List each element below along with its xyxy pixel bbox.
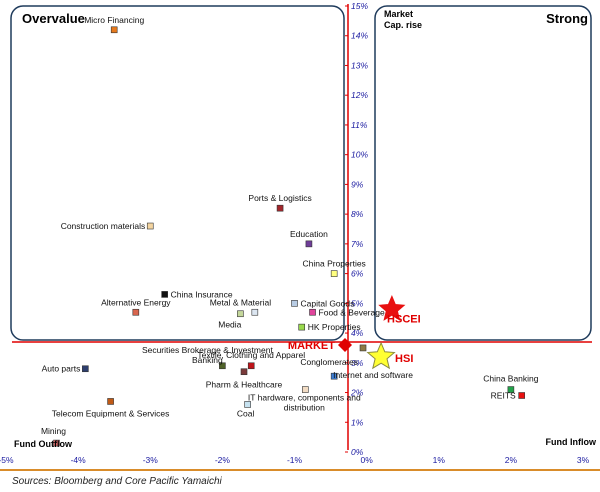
- data-point-marker: [298, 323, 306, 331]
- data-point-label: Mining: [41, 426, 66, 436]
- x-tick-label: -1%: [287, 455, 303, 465]
- y-tick-label: 15%: [351, 1, 368, 11]
- x-tick-label: -2%: [215, 455, 231, 465]
- y-tick-label: 9%: [351, 179, 364, 189]
- data-point-label: Alternative Energy: [101, 297, 171, 307]
- data-point-marker: [276, 204, 284, 212]
- data-point-label: Pharm & Healthcare: [206, 380, 283, 390]
- y-axis-ticks: 0% 1% 2% 3% 4% 5% 6% 7% 8% 9% 10% 11% 12% 13% 14% 15%: [345, 1, 368, 457]
- points-layer: [53, 26, 525, 447]
- data-point-marker: [291, 300, 298, 307]
- data-point-marker: [251, 308, 259, 316]
- data-point-marker: [53, 439, 60, 447]
- y-tick-label: 2%: [350, 388, 364, 398]
- overvalue-quadrant-box: [10, 5, 345, 341]
- data-point-label: China Properties: [303, 259, 366, 269]
- data-point-label: Capital Goods: [301, 298, 355, 308]
- data-point-label: HK Properties: [308, 322, 361, 332]
- data-point-label: Textile, Clothing and Apparel: [197, 350, 305, 360]
- fund-outflow-label: Fund Outflow: [14, 439, 73, 449]
- data-point-marker: [82, 365, 89, 373]
- x-tick-label: 1%: [433, 455, 446, 465]
- data-point-label: Media: [218, 319, 241, 329]
- data-point-label: Securities Brokerage & Investment Banking: [142, 345, 274, 365]
- y-tick-label: 12%: [351, 90, 368, 100]
- x-tick-label: -4%: [71, 455, 87, 465]
- overvalue-label: Overvalue: [22, 11, 85, 26]
- x-axis-ticks: -5% -4% -3% -2% -1% 0% 1% 2% 3%: [0, 455, 590, 465]
- labels-layer: Micro Financing Ports & Logistics Construc…: [41, 15, 539, 436]
- data-point-marker: [240, 368, 248, 376]
- data-point-marker: [237, 310, 244, 318]
- data-point-label: Telecom Equipment & Services: [52, 408, 170, 418]
- y-tick-label: 1%: [351, 417, 364, 427]
- y-tick-label: 11%: [351, 120, 368, 130]
- y-tick-label: 13%: [351, 60, 368, 70]
- data-point-label: Coal: [237, 408, 255, 418]
- strong-quadrant-box: [374, 5, 592, 341]
- index-star-marker: [378, 295, 406, 321]
- data-point-marker: [518, 392, 525, 399]
- x-tick-label: -5%: [0, 455, 14, 465]
- source-note: Sources: Bloomberg and Core Pacific Yama…: [12, 476, 222, 487]
- data-point-label: Education: [290, 229, 328, 239]
- data-point-marker: [330, 372, 338, 380]
- y-tick-label: 0%: [351, 447, 364, 457]
- market-marker: [337, 337, 352, 352]
- data-point-marker: [107, 398, 114, 405]
- index-label: HSI: [395, 353, 413, 365]
- data-point-marker: [219, 362, 226, 370]
- data-point-label: Auto parts: [42, 364, 81, 374]
- data-point-marker: [305, 240, 313, 248]
- data-point-marker: [161, 291, 168, 298]
- fund-inflow-label: Fund Inflow: [546, 437, 597, 447]
- data-point-marker: [359, 344, 367, 352]
- data-point-marker: [146, 222, 154, 230]
- market-cap-rise-label: Market Cap. rise: [384, 9, 422, 30]
- data-point-label: China Insurance: [171, 289, 233, 299]
- data-point-marker: [247, 362, 255, 370]
- x-tick-label: 0%: [360, 455, 373, 465]
- data-point-label: Micro Financing: [84, 15, 144, 25]
- data-point-marker: [302, 386, 309, 393]
- data-point-label: China Banking: [483, 374, 539, 384]
- data-point-label: Construction materials: [61, 221, 146, 231]
- data-point-label: Internet and software: [333, 370, 413, 380]
- y-tick-label: 8%: [351, 209, 364, 219]
- x-tick-label: -3%: [143, 455, 159, 465]
- data-point-marker: [507, 386, 515, 393]
- data-point-marker: [110, 26, 118, 34]
- data-point-marker: [309, 308, 316, 316]
- data-point-marker: [330, 270, 338, 277]
- index-star-marker: [366, 341, 396, 370]
- data-point-marker: [132, 308, 140, 316]
- strong-label: Strong: [546, 11, 588, 26]
- data-point-label: Conglomerates: [300, 357, 358, 367]
- y-tick-label: 14%: [351, 31, 368, 41]
- y-tick-label: 7%: [351, 239, 364, 249]
- data-point-label: Ports & Logistics: [248, 193, 311, 203]
- data-point-label: Metal & Material: [210, 298, 272, 308]
- data-point-marker: [244, 401, 251, 408]
- data-point-label: IT hardware, components and distribution: [248, 393, 361, 413]
- x-tick-label: 3%: [577, 455, 590, 465]
- data-point-label: REITS: [491, 391, 516, 401]
- data-point-label: Food & Beverage: [319, 307, 385, 317]
- index-label: HSCEI: [387, 313, 421, 325]
- y-tick-label: 4%: [351, 328, 364, 338]
- market-label: MARKET: [288, 340, 335, 352]
- y-tick-label: 10%: [351, 150, 368, 160]
- y-tick-label: 3%: [351, 358, 364, 368]
- y-tick-label: 5%: [351, 298, 364, 308]
- x-tick-label: 2%: [505, 455, 518, 465]
- y-tick-label: 6%: [351, 269, 364, 279]
